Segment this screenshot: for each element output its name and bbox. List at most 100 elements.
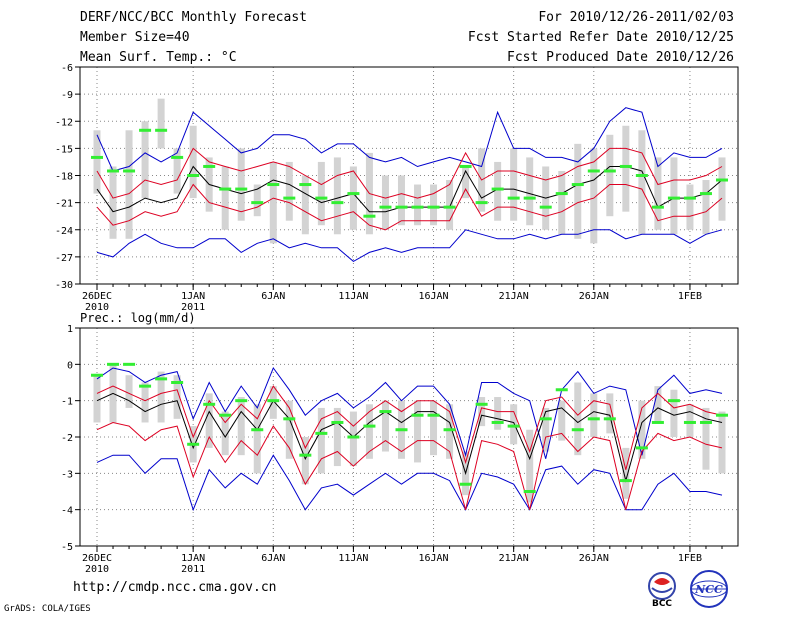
y-tick-label: -3 [61,469,73,480]
header-produced-date: Fcst Produced Date 2010/12/26 [507,50,734,65]
header-title: DERF/NCC/BCC Monthly Forecast [80,10,307,25]
spread-box [462,166,470,199]
spread-box [590,148,598,244]
spread-box [93,130,101,194]
header-start-date: Fcst Started Refer Date 2010/12/25 [467,30,734,45]
y-tick-label: -5 [61,542,73,553]
spread-box [285,161,293,221]
spread-box [558,170,566,235]
spread-box [301,437,309,485]
y-tick-label: -18 [55,172,73,183]
x-tick-label: 1FEB [678,291,702,302]
series-lower-line [96,421,723,510]
series-max-line [96,107,723,172]
spread-box [269,161,277,244]
series-lower-line [96,183,723,231]
footer-grads: GrADS: COLA/IGES [4,604,91,614]
spread-box [526,157,534,226]
spread-box [574,143,582,239]
series-upper-line [96,385,723,470]
spread-box [157,371,165,423]
y-tick-label: -6 [61,63,73,74]
spread-box [478,397,486,427]
spread-box [317,161,325,226]
spread-box [285,400,293,459]
spread-box [109,166,117,239]
spread-box [670,389,678,437]
spread-box [702,407,710,470]
spread-box [141,382,149,423]
spread-box [718,411,726,474]
spread-box [718,157,726,221]
series-median-line [96,165,723,213]
spread-box [333,407,341,467]
x-tick-label: 26JAN [579,291,609,302]
x-tick-label: 26DEC [82,291,112,302]
spread-box [381,400,389,452]
spread-box [173,148,181,194]
spread-box [686,184,694,230]
bcc-logo: BCC [648,572,676,608]
x-tick-label: 1FEB [678,553,702,564]
spread-box [654,157,662,230]
spread-box [622,125,630,212]
spread-box [269,386,277,419]
y-tick-label: -15 [55,144,73,155]
spread-box [237,148,245,221]
spread-box [221,411,229,456]
spread-box [686,404,694,437]
x-tick-label: 1JAN [181,291,205,302]
x-tick-year-label: 2010 [85,302,109,313]
series-min-line [96,454,723,512]
x-tick-label: 21JAN [499,553,529,564]
y-tick-label: -4 [61,506,73,517]
x-tick-label: 6JAN [261,291,285,302]
spread-box [237,397,245,456]
spread-box [141,121,149,199]
x-tick-label: 26JAN [579,553,609,564]
x-tick-label: 11JAN [338,291,368,302]
spread-box [510,404,518,445]
spread-box [574,382,582,456]
spread-box [702,180,710,235]
spread-box [397,175,405,226]
x-tick-year-label: 2011 [181,302,205,313]
spread-box [221,166,229,230]
spread-box [446,180,454,230]
spread-box [542,407,550,452]
y-tick-label: -1 [61,397,73,408]
spread-box [606,393,614,434]
spread-box [670,157,678,235]
series-max-line [96,366,723,459]
spread-box [622,447,630,499]
y-tick-label: 0 [67,360,73,371]
x-tick-year-label: 2011 [181,564,205,575]
spread-box [157,98,165,149]
spread-box [365,404,373,459]
y-tick-label: -27 [55,253,73,264]
x-tick-label: 16JAN [418,553,448,564]
panel-title: Prec.: log(mm/d) [80,311,196,325]
y-tick-label: -12 [55,117,73,128]
y-tick-label: -21 [55,199,73,210]
spread-box [253,184,261,217]
header-left: DERF/NCC/BCC Monthly Forecast Member Siz… [80,8,307,68]
x-tick-year-label: 2010 [85,564,109,575]
footer-url[interactable]: http://cmdp.ncc.cma.gov.cn [73,580,277,595]
series-upper-line [96,147,723,199]
header-variable: Mean Surf. Temp.: °C [80,50,237,65]
spread-box [638,130,646,235]
spread-box [638,400,646,459]
spread-box [349,411,357,467]
spread-box [317,407,325,474]
x-tick-label: 21JAN [499,291,529,302]
spread-box [430,184,438,226]
spread-box [510,148,518,221]
spread-box [558,400,566,441]
spread-box [333,157,341,235]
series-median-line [96,392,723,483]
spread-box [93,375,101,423]
spread-box [253,404,261,474]
